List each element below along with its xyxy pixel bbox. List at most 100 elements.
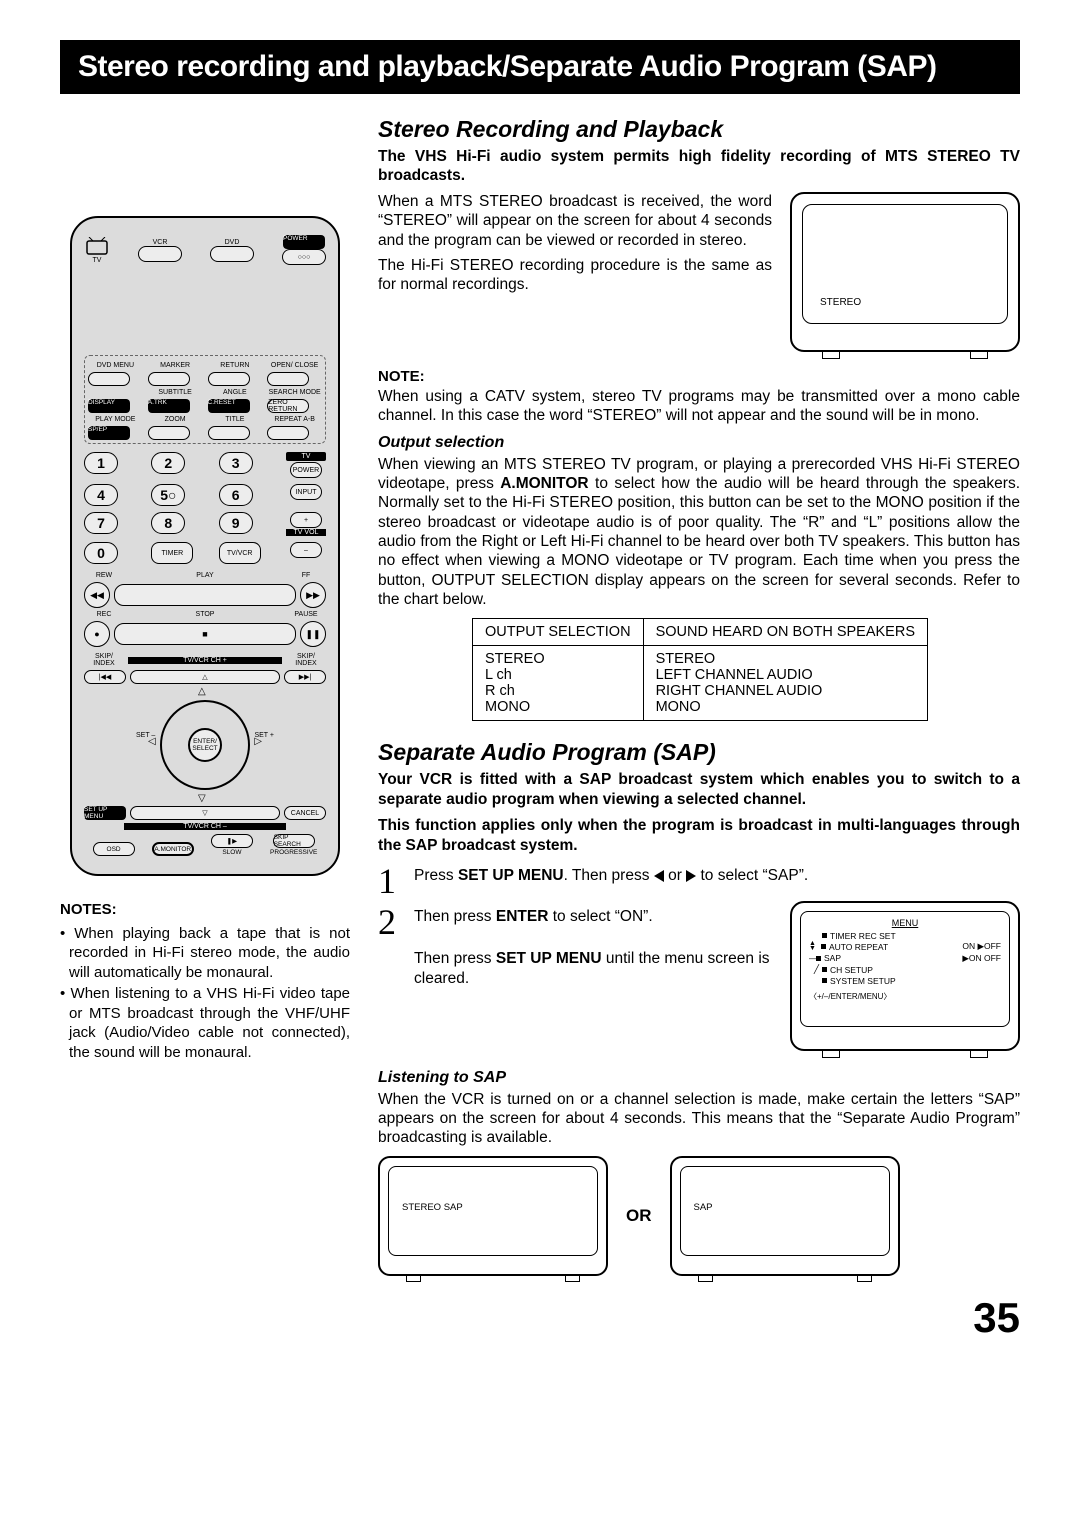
num-5[interactable]: 5○ bbox=[151, 484, 185, 506]
output-heading: Output selection bbox=[378, 434, 1020, 452]
up-button[interactable]: △ bbox=[130, 670, 280, 684]
power-button[interactable]: ○○○ bbox=[282, 249, 326, 265]
rew-button[interactable]: ◀◀ bbox=[84, 582, 110, 608]
vcr-button[interactable] bbox=[138, 246, 182, 262]
amonitor-button[interactable]: A.MONITOR bbox=[152, 842, 194, 856]
ff-button[interactable]: ▶▶ bbox=[300, 582, 326, 608]
zoom-button[interactable] bbox=[148, 426, 190, 440]
num-1[interactable]: 1 bbox=[84, 452, 118, 474]
spep-button[interactable]: SP/EP bbox=[88, 426, 130, 440]
vol-up[interactable]: + bbox=[290, 512, 322, 528]
next-button[interactable]: ▶▶| bbox=[284, 670, 326, 684]
left-notes: NOTES: When playing back a tape that is … bbox=[60, 900, 350, 1062]
timer-button[interactable]: TIMER bbox=[151, 542, 193, 564]
remote-control: TV VCR DVD POWER○○○ DVD MENUMARKERRETURN… bbox=[70, 216, 340, 876]
num-9[interactable]: 9 bbox=[219, 512, 253, 534]
step-body: Then press ENTER to select “ON”. Then pr… bbox=[414, 907, 774, 991]
tv-power-button[interactable]: POWER bbox=[290, 462, 322, 478]
rec-button[interactable]: ● bbox=[84, 621, 110, 647]
note-heading: NOTE: bbox=[378, 368, 1020, 385]
input-button[interactable]: INPUT bbox=[290, 484, 322, 500]
table-cell: STEREOLEFT CHANNEL AUDIORIGHT CHANNEL AU… bbox=[643, 645, 927, 720]
tvvcr-button[interactable]: TV/VCR bbox=[219, 542, 261, 564]
vol-down[interactable]: – bbox=[290, 542, 322, 558]
chminus: TV/VCR CH – bbox=[124, 823, 286, 830]
note-item: When playing back a tape that is not rec… bbox=[60, 924, 350, 983]
menu-tv-illustration: MENU TIMER REC SET ▲▼AUTO REPEATON ▶OFF … bbox=[790, 901, 1020, 1051]
display-button[interactable]: DISPLAY bbox=[88, 399, 130, 413]
num-2[interactable]: 2 bbox=[151, 452, 185, 474]
stereo-heading: Stereo Recording and Playback bbox=[378, 116, 1020, 143]
num-4[interactable]: 4 bbox=[84, 484, 118, 506]
prog-label: PROGRESSIVE bbox=[270, 849, 317, 856]
stereo-tv-illustration: STEREO bbox=[790, 192, 1020, 352]
prev-button[interactable]: |◀◀ bbox=[84, 670, 126, 684]
tv-side-label: TV bbox=[286, 452, 326, 461]
table-cell: STEREOL chR chMONO bbox=[473, 645, 644, 720]
dvdmenu-button[interactable] bbox=[88, 372, 130, 386]
ff-label: FF bbox=[286, 572, 326, 579]
return-button[interactable] bbox=[208, 372, 250, 386]
rec-label: REC bbox=[84, 611, 124, 618]
slow-button[interactable]: ❚▶ bbox=[211, 834, 253, 848]
step-number: 1 bbox=[378, 866, 404, 897]
num-3[interactable]: 3 bbox=[219, 452, 253, 474]
transport: REWPLAYFF ◀◀▶▶ RECSTOPPAUSE ●■❚❚ bbox=[84, 572, 326, 647]
atrk-button[interactable]: A.TRK bbox=[148, 399, 190, 413]
num-0[interactable]: 0 bbox=[84, 542, 118, 564]
pause-button[interactable]: ❚❚ bbox=[300, 621, 326, 647]
page-number: 35 bbox=[378, 1294, 1020, 1342]
stop-button[interactable]: ■ bbox=[114, 623, 296, 645]
mini-tv-text: SAP bbox=[694, 1202, 713, 1213]
num-6[interactable]: 6 bbox=[219, 484, 253, 506]
marker-button[interactable] bbox=[148, 372, 190, 386]
table-head: SOUND HEARD ON BOTH SPEAKERS bbox=[643, 618, 927, 645]
lbl: ZOOM bbox=[148, 416, 203, 423]
creset-button[interactable]: C.RESET bbox=[208, 399, 250, 413]
power-label: POWER bbox=[283, 235, 325, 249]
repeat-button[interactable] bbox=[267, 426, 309, 440]
output-body: When viewing an MTS STEREO TV program, o… bbox=[378, 455, 1020, 610]
slow-label: SLOW bbox=[222, 849, 241, 856]
play-button[interactable] bbox=[114, 584, 296, 606]
zero-button[interactable]: ZERO RETURN bbox=[267, 399, 309, 413]
play-label: PLAY bbox=[128, 572, 282, 579]
notes-heading: NOTES: bbox=[60, 900, 350, 920]
num-7[interactable]: 7 bbox=[84, 512, 118, 534]
mini-tv-text: STEREO SAP bbox=[402, 1202, 463, 1213]
menu-opts: ON ▶OFF bbox=[962, 941, 1001, 952]
sap-intro1: Your VCR is fitted with a SAP broadcast … bbox=[378, 770, 1020, 810]
lbl: SEARCH MODE bbox=[267, 389, 322, 396]
num-8[interactable]: 8 bbox=[151, 512, 185, 534]
enter-button[interactable]: ENTER/ SELECT bbox=[188, 728, 222, 762]
menu-item: SAP bbox=[824, 953, 841, 963]
dpad: ENTER/ SELECT △▽ ◁▷ SET – SET + bbox=[150, 690, 260, 800]
cancel-button[interactable]: CANCEL bbox=[284, 806, 326, 820]
tv-icon bbox=[84, 237, 110, 257]
dvd-button[interactable] bbox=[210, 246, 254, 262]
osd-button[interactable]: OSD bbox=[93, 842, 135, 856]
set-plus: SET + bbox=[254, 732, 274, 739]
open-button[interactable] bbox=[267, 372, 309, 386]
lbl: DVD MENU bbox=[88, 362, 143, 369]
note-body: When using a CATV system, stereo TV prog… bbox=[378, 387, 1020, 426]
left-arrow-icon bbox=[654, 870, 664, 882]
menu-item: AUTO REPEAT bbox=[829, 942, 888, 952]
mini-tv-1: STEREO SAP bbox=[378, 1156, 608, 1276]
menu-hint: 〈+/–/ENTER/MENU〉 bbox=[809, 991, 1001, 1002]
menu-item: TIMER REC SET bbox=[830, 931, 896, 941]
note-item: When listening to a VHS Hi-Fi video tape… bbox=[60, 984, 350, 1062]
title-button[interactable] bbox=[208, 426, 250, 440]
listen-body: When the VCR is turned on or a channel s… bbox=[378, 1090, 1020, 1148]
skip-l: SKIP/ INDEX bbox=[84, 653, 124, 667]
table-head: OUTPUT SELECTION bbox=[473, 618, 644, 645]
right-arrow-icon bbox=[686, 870, 696, 882]
down-button[interactable]: ▽ bbox=[130, 806, 280, 820]
lbl: SUBTITLE bbox=[148, 389, 203, 396]
chplus: TV/VCR CH + bbox=[128, 657, 282, 664]
right-column: Stereo Recording and Playback The VHS Hi… bbox=[378, 116, 1020, 1342]
setup-button[interactable]: SET UP MENU bbox=[84, 806, 126, 820]
skip-search-button[interactable]: SKIP SEARCH bbox=[273, 834, 315, 848]
tv-label: TV bbox=[84, 257, 110, 264]
number-pad: 123 TVPOWER 45○6 INPUT 789 +TV VOL 0TIME… bbox=[84, 452, 326, 564]
